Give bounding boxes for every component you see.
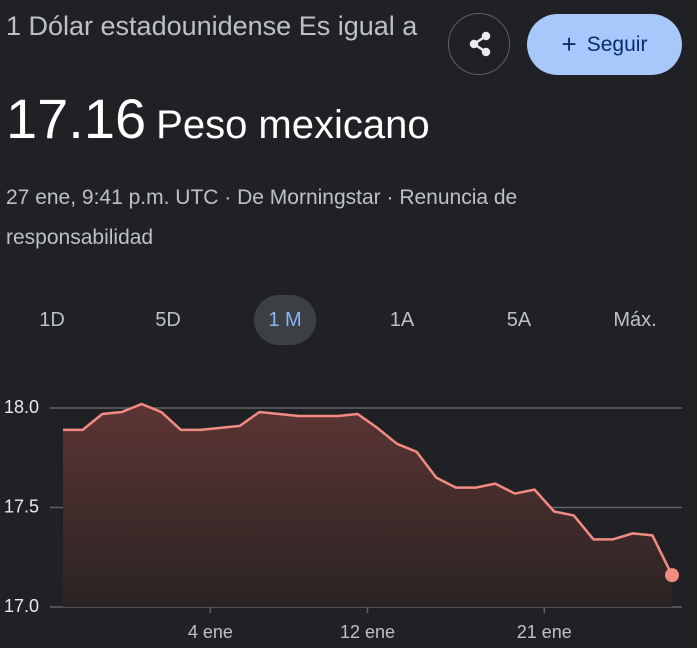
share-icon (469, 31, 491, 57)
x-tick-label: 21 ene (517, 622, 572, 642)
range-tab[interactable]: 5A (506, 309, 532, 331)
rate: 17.16 Peso mexicano (6, 86, 430, 151)
y-tick-label: 17.0 (4, 596, 39, 616)
x-tick-label: 4 ene (188, 622, 233, 642)
share-button[interactable] (448, 13, 510, 75)
range-tab[interactable]: Máx. (613, 309, 657, 331)
x-tick-label: 12 ene (340, 622, 395, 642)
line (63, 402, 674, 576)
range-tab[interactable]: 5D (155, 309, 181, 331)
range-tab[interactable]: 1D (39, 309, 65, 331)
title: 1 Dólar estadounidense Es igual a (6, 11, 418, 41)
range-tab[interactable]: 1 M (254, 295, 316, 345)
rate-unit: Peso mexicano (156, 103, 430, 147)
range-tab[interactable]: 1A (389, 309, 415, 331)
range-tabs: 1D 5D 1 M 1A 5A Máx. (0, 295, 697, 345)
rate-value: 17.16 (6, 87, 147, 150)
y-tick-label: 17.5 (4, 496, 39, 516)
meta: 27 ene, 9:41 p.m. UTC · De Morningstar ·… (6, 186, 518, 249)
follow-label: Seguir (586, 32, 648, 56)
follow-button[interactable]: + Seguir (527, 14, 682, 75)
plus-icon: + (561, 29, 577, 59)
area (63, 404, 672, 607)
end-point (665, 568, 679, 583)
y-tick-label: 18.0 (4, 397, 39, 417)
